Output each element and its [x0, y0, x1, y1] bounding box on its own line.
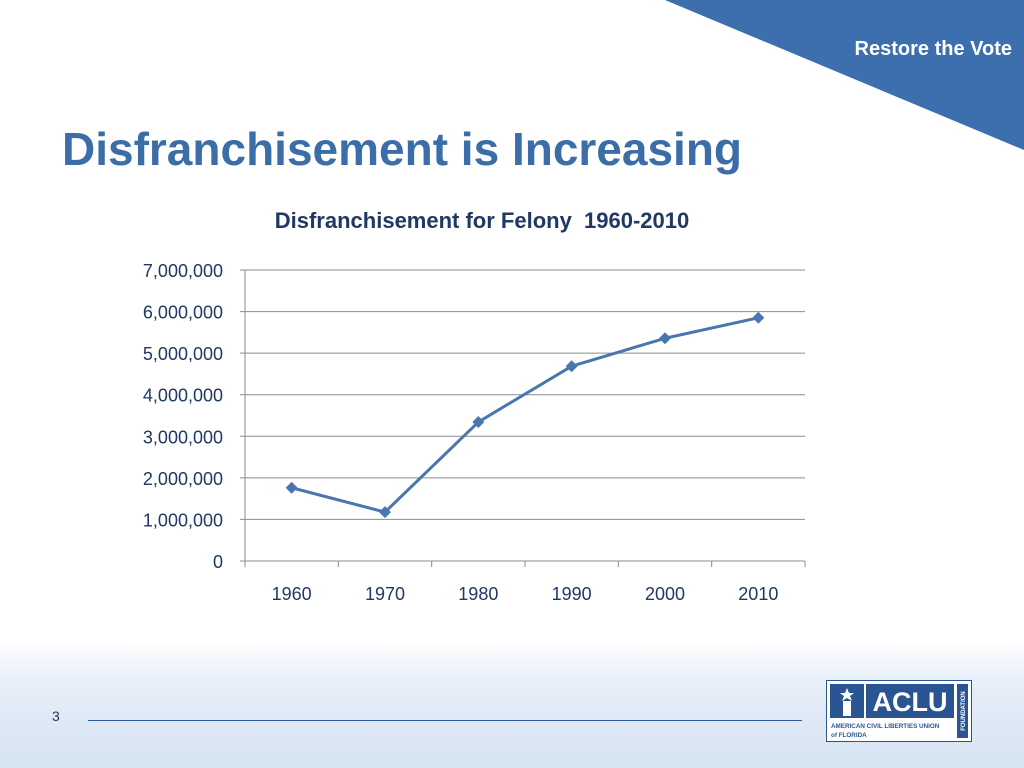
- footer-rule: [88, 720, 802, 721]
- series-line-path: [291, 316, 759, 514]
- x-tick-label: 1970: [365, 584, 405, 604]
- y-tick-label: 7,000,000: [143, 261, 223, 281]
- data-point: [659, 332, 671, 345]
- statue-of-liberty-icon: [840, 688, 854, 716]
- logo-org-name: AMERICAN CIVIL LIBERTIES UNION: [831, 723, 940, 730]
- felony-disfranchisement-chart: Disfranchisement for Felony 1960-2010 0 1…: [143, 208, 806, 604]
- logo-org-sub: of FLORIDA: [831, 732, 867, 739]
- data-point: [379, 506, 391, 519]
- y-tick-label: 3,000,000: [143, 427, 223, 447]
- x-tick-label: 1960: [272, 584, 312, 604]
- data-point: [565, 360, 578, 373]
- chart-title: Disfranchisement for Felony 1960-2010: [275, 208, 690, 233]
- logo-brand: ACLU: [873, 687, 948, 717]
- series-line: [285, 311, 765, 519]
- y-tick-label: 0: [213, 552, 223, 572]
- data-point: [472, 416, 485, 429]
- x-tick-label: 1980: [458, 584, 498, 604]
- data-point: [285, 481, 298, 494]
- y-tick-label: 1,000,000: [143, 510, 223, 530]
- corner-label: Restore the Vote: [854, 38, 1012, 60]
- x-axis-ticks: 1960 1970 1980 1990 2000 2010: [244, 561, 806, 604]
- y-tick-label: 5,000,000: [143, 344, 223, 364]
- logo-vertical-text: FOUNDATION: [961, 691, 967, 731]
- x-tick-label: 2010: [738, 584, 778, 604]
- y-tick-label: 4,000,000: [143, 386, 223, 406]
- x-tick-label: 1990: [552, 584, 592, 604]
- page-number: 3: [52, 708, 60, 724]
- corner-banner: [665, 0, 1024, 150]
- y-axis-ticks: 0 1,000,000 2,000,000 3,000,000 4,000,000 5,0…: [143, 261, 223, 572]
- page-title: Disfranchisement is Increasing: [62, 123, 743, 175]
- y-tick-label: 2,000,000: [143, 469, 223, 489]
- gridlines: [240, 269, 805, 562]
- data-point: [752, 311, 765, 324]
- y-tick-label: 6,000,000: [143, 303, 223, 323]
- x-tick-label: 2000: [645, 584, 685, 604]
- aclu-logo: ACLU AMERICAN CIVIL LIBERTIES UNION of F…: [826, 680, 972, 742]
